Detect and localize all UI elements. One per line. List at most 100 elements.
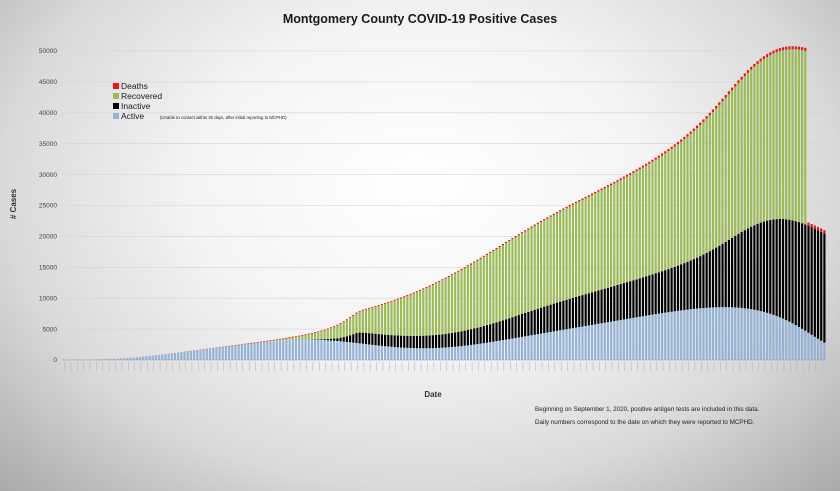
bar-recovered [272,340,275,342]
bar-deaths [326,328,329,330]
bar-recovered [762,59,766,222]
bar-inactive [718,245,721,308]
gridlines [62,50,826,330]
bar-active [243,344,247,360]
bar-active [387,346,390,360]
bar-active [772,314,775,360]
bar-active [145,356,148,360]
bar-active [374,345,377,360]
bar-recovered [275,340,278,341]
bar-active [263,342,266,360]
bar-deaths [454,272,457,274]
bar-inactive [625,282,629,319]
bar-deaths [339,323,342,324]
bar-active [536,334,539,360]
bar-deaths [342,321,345,323]
bar-recovered [530,227,533,311]
bar-deaths [711,109,715,112]
bar-active [578,327,581,360]
bar-inactive [460,331,463,347]
bar-active [746,308,750,360]
bar-inactive [403,335,406,348]
bar-inactive [466,329,469,346]
bar-recovered [654,159,657,274]
bar-recovered [801,50,804,224]
bar-deaths [412,292,415,294]
bar-active [313,339,317,360]
bar-deaths [504,241,508,244]
bar-deaths [469,263,473,265]
bar-active [355,342,358,360]
bar-recovered [587,196,590,294]
bar-recovered [549,216,552,305]
bar-deaths [527,228,530,230]
bar-recovered [444,278,447,334]
bar-recovered [724,97,727,242]
bar-deaths [457,270,460,272]
bar-recovered [431,284,434,336]
bar-deaths [482,255,485,257]
bar-active [116,358,119,360]
bar-active [164,354,167,360]
bar-deaths [361,309,364,311]
bar-active [119,358,122,360]
bar-deaths [823,230,826,234]
bar-deaths [250,342,253,344]
bar-deaths [447,275,450,277]
bar-recovered [794,49,797,222]
bar-inactive [715,247,718,308]
bar-recovered [676,144,680,266]
bar-deaths [654,157,657,160]
bar-active [504,339,508,360]
bar-active [635,317,638,360]
bar-deaths [766,54,769,58]
bar-active [778,317,781,360]
bar-inactive [406,335,409,348]
bar-deaths [651,159,654,162]
bar-inactive [587,293,590,326]
bar-recovered [680,141,683,265]
bar-active [625,318,629,360]
bar-deaths [304,334,307,336]
bar-active [345,341,348,360]
bar-deaths [434,282,438,284]
bar-deaths [695,125,699,129]
bar-deaths [546,217,549,219]
bar-inactive [377,334,380,346]
bar-active [762,311,766,360]
bar-inactive [492,323,495,342]
bar-active [189,351,193,360]
bar-active [482,343,485,360]
bar-deaths [333,326,336,327]
bar-deaths [689,131,692,134]
bar-recovered [374,306,377,334]
bar-deaths [731,87,734,91]
bar-active [364,344,368,360]
bar-deaths [746,70,750,73]
bar-recovered [632,173,635,281]
bar-inactive [772,219,775,315]
bar-deaths [807,222,810,226]
bar-active [533,334,536,360]
bar-inactive [797,222,801,327]
bar-active [129,357,132,360]
bar-active [122,358,126,360]
bar-inactive [807,225,810,333]
bar-active [377,345,380,360]
bar-active [616,320,619,360]
bar-deaths [565,206,568,209]
bar-active [632,317,635,360]
bar-recovered [396,299,399,336]
bar-inactive [450,332,454,347]
bar-recovered [504,243,508,320]
bar-deaths [781,47,785,51]
bar-active [473,344,476,360]
bar-active [727,307,730,360]
bar-inactive [419,335,422,349]
bar-deaths [263,341,266,342]
bar-active [699,308,702,360]
bar-deaths [562,208,565,210]
bar-recovered [320,331,323,340]
bar-deaths [377,304,380,306]
bar-deaths [409,293,412,295]
